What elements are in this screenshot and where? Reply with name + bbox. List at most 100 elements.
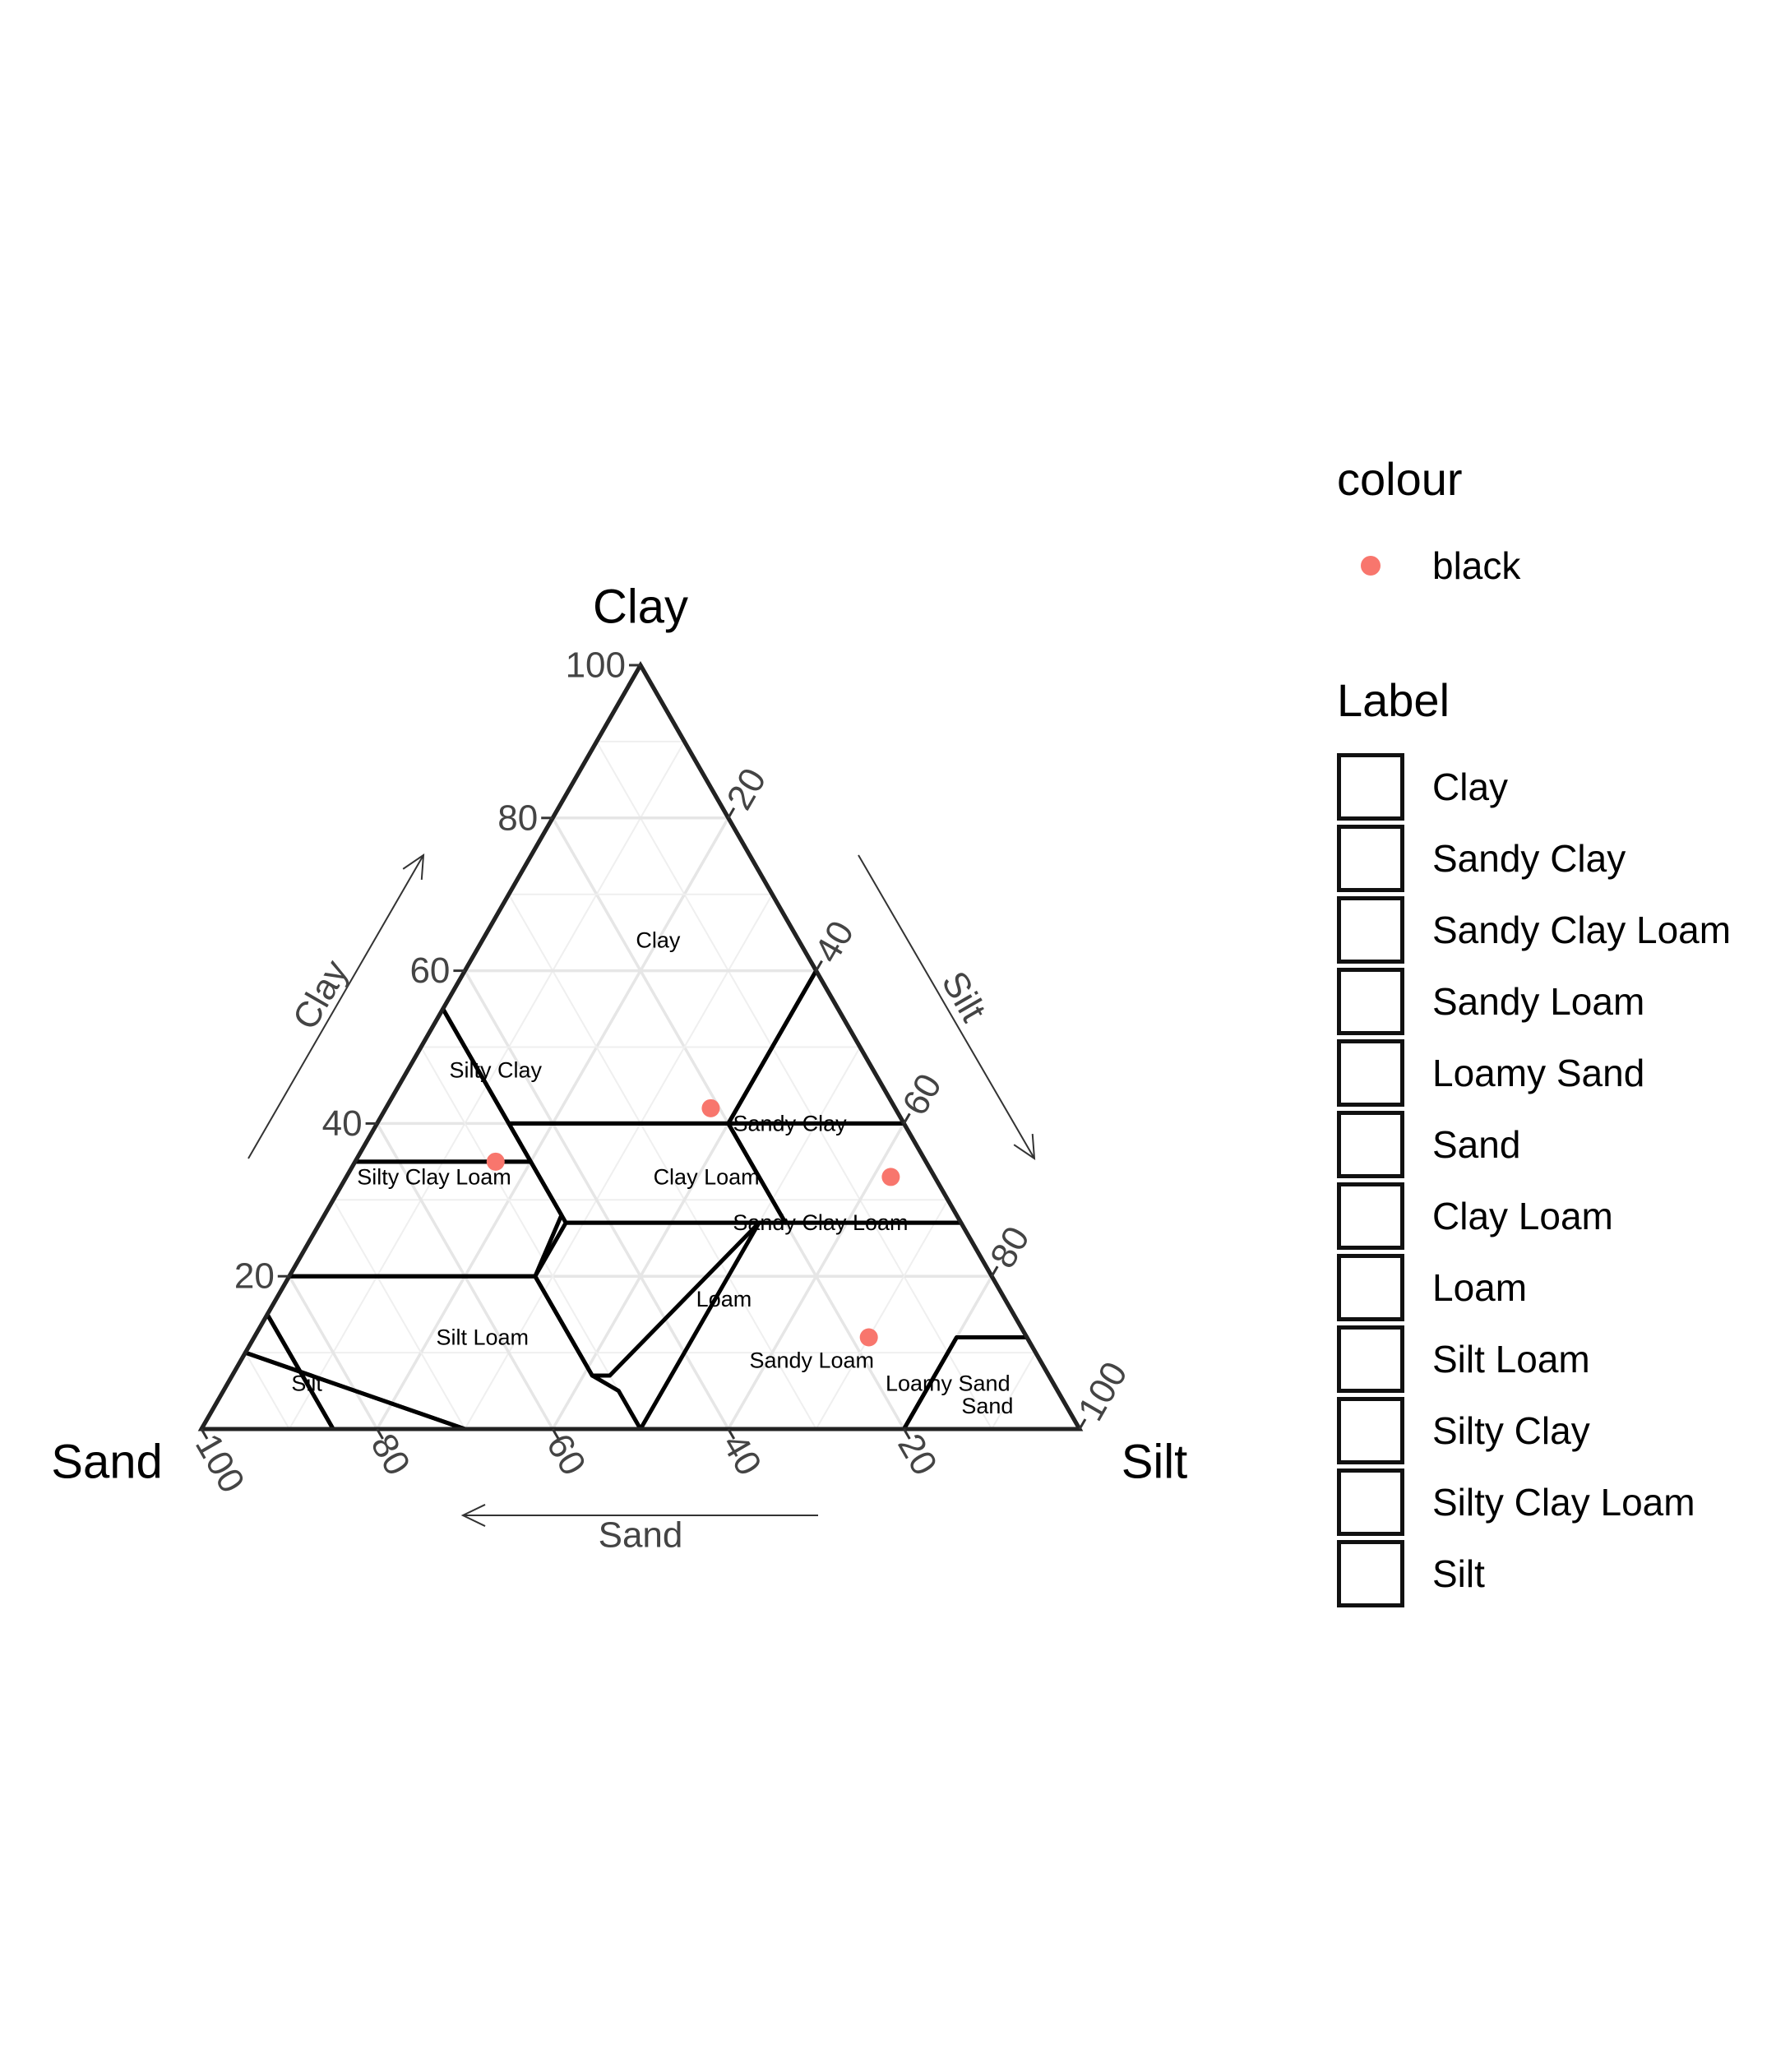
region-label-clay: Clay xyxy=(636,927,681,952)
sand-tick-mark-40 xyxy=(727,1428,736,1440)
sand-tick-mark-80 xyxy=(376,1428,384,1440)
grid-line-silt-70 xyxy=(815,1199,949,1430)
grid-line-sand-80 xyxy=(288,1275,379,1430)
sand-arrow-head xyxy=(460,1504,486,1527)
grid-line-sand-30 xyxy=(507,894,817,1430)
clay-arrow-head xyxy=(402,853,425,880)
colour-legend-dot xyxy=(1361,555,1381,576)
clay-tick-label-80: 80 xyxy=(497,798,538,838)
region-label-loam: Loam xyxy=(696,1287,752,1311)
region-label-sandy-clay: Sandy Clay xyxy=(733,1111,848,1135)
sand-tick-mark-60 xyxy=(551,1428,560,1440)
label-legend-key xyxy=(1337,824,1404,892)
label-legend-label: Silty Clay xyxy=(1432,1408,1590,1452)
label-legend-key xyxy=(1337,1539,1404,1607)
sand-tick-label-100: 100 xyxy=(187,1427,252,1500)
silt-tick-label-60: 60 xyxy=(895,1067,950,1122)
region-labels: Clay Sandy Clay Sandy Clay Loam Sandy Loam L… xyxy=(291,927,1013,1418)
grid-line-sand-10 xyxy=(595,741,993,1430)
grid-line-silt-30 xyxy=(464,894,774,1430)
clay-arrow-label: Clay xyxy=(285,954,356,1037)
label-legend-key xyxy=(1337,1396,1404,1464)
sand-tick-mark-100 xyxy=(200,1428,209,1440)
clay-axis-title: Clay xyxy=(593,580,688,634)
label-legend-key xyxy=(1337,1182,1404,1250)
label-legend-label: Silt xyxy=(1432,1552,1485,1595)
clay-tick-label-100: 100 xyxy=(566,645,626,686)
label-legend-label: Sandy Clay xyxy=(1432,836,1626,880)
data-points xyxy=(486,1098,900,1347)
silt-tick-mark-80 xyxy=(990,1265,999,1277)
silt-axis-title: Silt xyxy=(1122,1436,1188,1489)
label-legend-key xyxy=(1337,1325,1404,1393)
region-loam xyxy=(533,1220,761,1378)
colour-legend: black xyxy=(1337,530,1764,601)
clay-tick-label-60: 60 xyxy=(409,950,450,991)
silt-tick-mark-20 xyxy=(727,807,736,819)
label-legend-item: Sandy Clay Loam xyxy=(1337,894,1764,965)
triangle-frame xyxy=(197,660,1084,1431)
sand-tick-label-80: 80 xyxy=(363,1427,418,1482)
silt-arrow-head xyxy=(1013,1134,1036,1160)
data-point-4 xyxy=(859,1328,878,1347)
colour-legend-title: colour xyxy=(1337,453,1463,505)
label-legend-label: Silt Loam xyxy=(1432,1337,1590,1381)
label-legend-key xyxy=(1337,1110,1404,1178)
colour-legend-key xyxy=(1337,532,1404,599)
label-legend-label: Clay Loam xyxy=(1432,1194,1613,1237)
label-legend-item: Silty Clay Loam xyxy=(1337,1466,1764,1538)
label-legend-key xyxy=(1337,895,1404,964)
silt-tick-mark-60 xyxy=(903,1112,911,1125)
sand-tick-label-40: 40 xyxy=(715,1427,770,1482)
region-label-silt-loam: Silt Loam xyxy=(436,1325,529,1350)
data-point-1 xyxy=(701,1098,720,1117)
label-legend-key xyxy=(1337,752,1404,821)
grid-line-silt-90 xyxy=(991,1352,1037,1430)
clay-arrow xyxy=(247,854,424,1159)
label-legend-label: Silty Clay Loam xyxy=(1432,1480,1695,1524)
sand-arrow-label: Sand xyxy=(599,1515,683,1556)
label-legend-item: Clay Loam xyxy=(1337,1180,1764,1251)
colour-legend-item: black xyxy=(1337,530,1764,601)
grid-line-sand-50 xyxy=(420,1047,641,1430)
silt-tick-mark-100 xyxy=(1078,1418,1087,1430)
label-legend-title: Label xyxy=(1337,674,1450,726)
label-legend: Clay Sandy Clay Sandy Clay Loam Sandy Loam L… xyxy=(1337,751,1764,1609)
silt-tick-label-40: 40 xyxy=(807,914,862,969)
label-legend-item: Clay xyxy=(1337,751,1764,822)
label-legend-item: Loamy Sand xyxy=(1337,1037,1764,1108)
triangle-outline xyxy=(197,660,1084,1431)
label-legend-key xyxy=(1337,1468,1404,1536)
label-legend-label: Loam xyxy=(1432,1265,1528,1309)
label-legend-item: Sandy Loam xyxy=(1337,965,1764,1037)
colour-legend-label: black xyxy=(1432,543,1521,587)
region-label-sand: Sand xyxy=(961,1394,1013,1418)
label-legend-label: Loamy Sand xyxy=(1432,1051,1645,1094)
label-legend-label: Clay xyxy=(1432,765,1509,808)
silt-tick-label-20: 20 xyxy=(719,761,775,816)
label-legend-item: Silt Loam xyxy=(1337,1323,1764,1394)
label-legend-label: Sandy Clay Loam xyxy=(1432,908,1732,951)
label-legend-item: Loam xyxy=(1337,1251,1764,1323)
sand-tick-mark-20 xyxy=(903,1428,911,1440)
data-point-2 xyxy=(486,1152,505,1171)
label-legend-key xyxy=(1337,1038,1404,1107)
clay-tick-label-20: 20 xyxy=(234,1256,275,1297)
label-legend-item: Silty Clay xyxy=(1337,1394,1764,1466)
region-label-silt: Silt xyxy=(291,1371,322,1395)
region-label-silty-clay-loam: Silty Clay Loam xyxy=(357,1164,511,1189)
clay-tick-label-40: 40 xyxy=(322,1103,363,1144)
region-label-clay-loam: Clay Loam xyxy=(654,1164,760,1189)
label-legend-key xyxy=(1337,967,1404,1035)
region-label-sandy-loam: Sandy Loam xyxy=(749,1348,874,1372)
sand-tick-label-20: 20 xyxy=(890,1427,945,1482)
grid-line-silt-60 xyxy=(727,1122,905,1430)
silt-tick-mark-40 xyxy=(815,960,823,972)
grid-line-sand-90 xyxy=(244,1352,290,1430)
data-point-3 xyxy=(881,1168,900,1186)
silt-arrow xyxy=(858,854,1035,1159)
label-legend-item: Sand xyxy=(1337,1108,1764,1180)
silt-arrow-label: Silt xyxy=(934,964,994,1028)
sand-tick-label-60: 60 xyxy=(539,1427,594,1482)
label-legend-label: Sandy Loam xyxy=(1432,979,1645,1023)
